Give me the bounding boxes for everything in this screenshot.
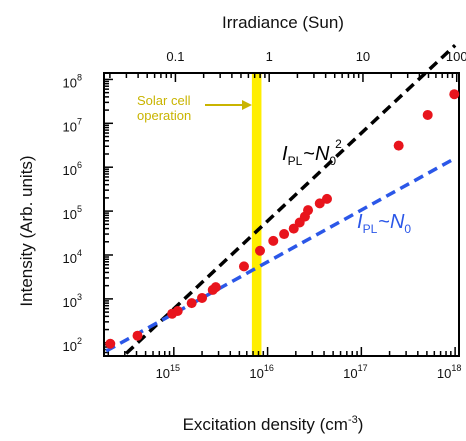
linear-law-I-sub: PL <box>363 222 378 236</box>
x-tick-label-exp: 18 <box>451 363 461 373</box>
top-tick-label: 1 <box>266 49 273 64</box>
data-point <box>255 245 266 256</box>
y-tick-label-base: 10 <box>63 75 77 90</box>
data-point <box>172 305 183 316</box>
linear-law-N: N <box>390 211 405 233</box>
data-point <box>393 140 404 151</box>
quadratic-law-I: I <box>282 143 288 165</box>
y-tick-label-base: 10 <box>63 119 77 134</box>
y-tick-label-exp: 8 <box>77 72 82 82</box>
x-tick-label-exp: 15 <box>170 363 180 373</box>
y-tick-label: 102 <box>63 336 82 354</box>
top-tick-label: 0.1 <box>166 49 184 64</box>
data-point <box>422 109 433 120</box>
y-tick-label-exp: 4 <box>77 248 82 258</box>
data-point <box>238 261 249 272</box>
quadratic-law-N: N <box>315 143 330 165</box>
data-point <box>279 229 290 240</box>
x-tick-label-base: 10 <box>437 366 451 381</box>
linear-law-label: IPL~N0 <box>357 211 411 236</box>
x-tick-label: 1018 <box>437 363 461 381</box>
y-tick-label-base: 10 <box>63 339 77 354</box>
x-tick-label-exp: 17 <box>358 363 368 373</box>
y-tick-label: 106 <box>63 160 82 178</box>
quadratic-law-I-sub: PL <box>288 154 303 168</box>
data-point <box>132 330 143 341</box>
quadratic-fit-line <box>124 43 457 355</box>
data-point <box>314 198 325 209</box>
data-point <box>197 292 208 303</box>
quadratic-law-sim: ~ <box>303 143 315 165</box>
y-tick-label-base: 10 <box>63 251 77 266</box>
y-axis-title: Intensity (Arb. units) <box>17 155 36 306</box>
y-tick-label-base: 10 <box>63 207 77 222</box>
x-tick-label: 1015 <box>156 363 180 381</box>
x-tick-label-base: 10 <box>249 366 263 381</box>
x-tick-label: 1017 <box>343 363 367 381</box>
solar-operation-band <box>251 73 262 356</box>
quadratic-law-N-sub: 0 <box>329 154 336 168</box>
linear-fit-line <box>105 156 456 353</box>
x-tick-label-base: 10 <box>156 366 170 381</box>
solar-annotation-line2: operation <box>137 108 191 123</box>
linear-law-I: I <box>357 211 363 233</box>
data-point <box>186 298 197 309</box>
solar-annotation-line1: Solar cell <box>137 93 191 108</box>
x-tick-label: 1016 <box>249 363 273 381</box>
data-point <box>105 338 116 349</box>
y-tick-label-base: 10 <box>63 295 77 310</box>
x-axis-title-exp: -3 <box>348 414 358 426</box>
x-tick-label-exp: 16 <box>264 363 274 373</box>
y-tick-label-exp: 7 <box>77 116 82 126</box>
data-point <box>321 193 332 204</box>
y-tick-label: 105 <box>63 204 82 222</box>
data-point <box>268 235 279 246</box>
top-tick-label: 10 <box>356 49 370 64</box>
y-tick-label-base: 10 <box>63 163 77 178</box>
y-tick-label-exp: 3 <box>77 292 82 302</box>
quadratic-law-exp: 2 <box>335 137 342 151</box>
y-tick-label: 104 <box>63 248 82 266</box>
data-point <box>303 205 314 216</box>
quadratic-law-label: IPL~N0 2 <box>282 137 342 168</box>
plot-area: 1015 1016 1017 10181021031041051061071080.1… <box>63 43 466 381</box>
linear-law-sim: ~ <box>378 211 390 233</box>
y-tick-label: 108 <box>63 72 82 90</box>
y-tick-label: 103 <box>63 292 82 310</box>
plot-frame <box>103 72 460 357</box>
top-axis-title: Irradiance (Sun) <box>222 13 344 32</box>
top-tick-label: 100 <box>446 49 466 64</box>
y-tick-label-exp: 5 <box>77 204 82 214</box>
solar-annotation-arrowhead <box>242 100 252 110</box>
y-tick-label: 107 <box>63 116 82 134</box>
y-tick-label-exp: 6 <box>77 160 82 170</box>
x-axis-title: Excitation density (cm-3) <box>183 414 364 434</box>
y-tick-label-exp: 2 <box>77 336 82 346</box>
x-axis-title-end: ) <box>358 415 364 434</box>
x-axis-title-main: Excitation density (cm <box>183 415 348 434</box>
linear-law-N-sub: 0 <box>404 222 411 236</box>
data-point <box>449 89 460 100</box>
x-tick-label-base: 10 <box>343 366 357 381</box>
data-point <box>210 282 221 293</box>
